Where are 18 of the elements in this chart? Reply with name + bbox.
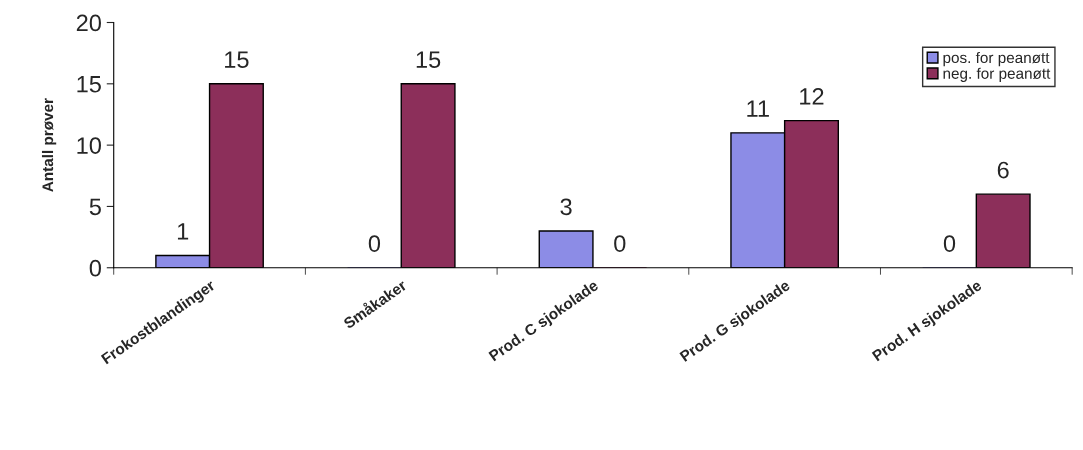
data-label: 15 (416, 51, 441, 69)
data-label: 11 (747, 100, 769, 117)
legend-label: pos. for peanøtt (943, 51, 1050, 67)
data-label: 0 (614, 235, 626, 252)
y-tick-label: 0 (89, 259, 101, 277)
y-axis-title: Antall prøver (41, 98, 57, 192)
y-tick-label: 10 (77, 137, 101, 154)
data-label: 1 (177, 223, 189, 240)
y-tick-label: 20 (76, 14, 101, 32)
data-label: 3 (560, 198, 572, 216)
y-tick-label: 5 (89, 198, 101, 216)
data-label: 12 (800, 88, 824, 105)
data-label: 6 (997, 161, 1009, 179)
data-label: 0 (943, 235, 956, 252)
data-label: 0 (368, 235, 381, 252)
y-tick-label: 15 (77, 76, 101, 93)
data-label: 15 (225, 51, 249, 69)
legend-label: neg. for peanøtt (943, 67, 1051, 82)
